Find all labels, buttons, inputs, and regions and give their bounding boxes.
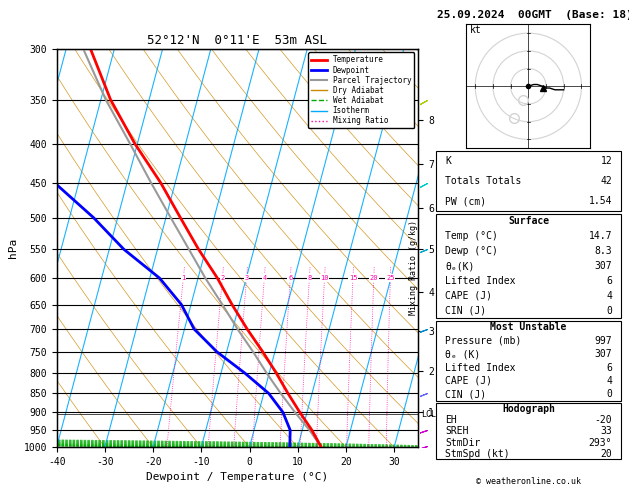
Text: 2: 2 — [220, 275, 225, 281]
Text: kt: kt — [470, 25, 482, 35]
Text: 33: 33 — [601, 426, 612, 436]
Text: © weatheronline.co.uk: © weatheronline.co.uk — [476, 477, 581, 486]
X-axis label: Dewpoint / Temperature (°C): Dewpoint / Temperature (°C) — [147, 472, 328, 483]
Text: Most Unstable: Most Unstable — [491, 322, 567, 332]
Text: 3: 3 — [245, 275, 248, 281]
Text: 307: 307 — [594, 261, 612, 271]
FancyBboxPatch shape — [436, 321, 621, 401]
Text: EH: EH — [445, 415, 457, 425]
Text: 20: 20 — [601, 449, 612, 459]
Text: 293°: 293° — [589, 437, 612, 448]
Text: Pressure (mb): Pressure (mb) — [445, 336, 521, 346]
Text: Mixing Ratio (g/kg): Mixing Ratio (g/kg) — [409, 220, 418, 315]
Legend: Temperature, Dewpoint, Parcel Trajectory, Dry Adiabat, Wet Adiabat, Isotherm, Mi: Temperature, Dewpoint, Parcel Trajectory… — [308, 52, 415, 128]
Text: 307: 307 — [594, 349, 612, 359]
Y-axis label: hPa: hPa — [8, 238, 18, 258]
Y-axis label: km
ASL: km ASL — [442, 237, 459, 259]
Text: Lifted Index: Lifted Index — [445, 276, 516, 286]
Text: 12: 12 — [601, 156, 612, 166]
Text: 6: 6 — [606, 276, 612, 286]
Text: SREH: SREH — [445, 426, 469, 436]
Text: StmDir: StmDir — [445, 437, 481, 448]
Text: 997: 997 — [594, 336, 612, 346]
Text: 0: 0 — [606, 389, 612, 399]
Text: CAPE (J): CAPE (J) — [445, 376, 492, 386]
Text: 10: 10 — [320, 275, 329, 281]
Text: 4: 4 — [262, 275, 267, 281]
Text: 25.09.2024  00GMT  (Base: 18): 25.09.2024 00GMT (Base: 18) — [437, 10, 629, 20]
Text: 4: 4 — [606, 291, 612, 301]
Text: Lifted Index: Lifted Index — [445, 363, 516, 373]
Text: 4: 4 — [606, 376, 612, 386]
Text: PW (cm): PW (cm) — [445, 196, 486, 206]
Text: 6: 6 — [288, 275, 292, 281]
Text: 1: 1 — [181, 275, 186, 281]
Text: 0: 0 — [606, 306, 612, 316]
Text: 1.54: 1.54 — [589, 196, 612, 206]
Text: 8: 8 — [307, 275, 311, 281]
FancyBboxPatch shape — [436, 151, 621, 211]
Text: CIN (J): CIN (J) — [445, 389, 486, 399]
Text: 6: 6 — [606, 363, 612, 373]
Text: 8.3: 8.3 — [594, 246, 612, 256]
Text: K: K — [445, 156, 451, 166]
Text: θₑ(K): θₑ(K) — [445, 261, 474, 271]
Text: 14.7: 14.7 — [589, 231, 612, 241]
Text: Dewp (°C): Dewp (°C) — [445, 246, 498, 256]
Text: Temp (°C): Temp (°C) — [445, 231, 498, 241]
FancyBboxPatch shape — [436, 214, 621, 318]
Text: CIN (J): CIN (J) — [445, 306, 486, 316]
Text: Totals Totals: Totals Totals — [445, 176, 521, 186]
Text: 20: 20 — [370, 275, 378, 281]
Title: 52°12'N  0°11'E  53m ASL: 52°12'N 0°11'E 53m ASL — [147, 35, 328, 48]
Text: StmSpd (kt): StmSpd (kt) — [445, 449, 509, 459]
Text: 25: 25 — [386, 275, 394, 281]
Text: -20: -20 — [594, 415, 612, 425]
Text: CAPE (J): CAPE (J) — [445, 291, 492, 301]
Text: 42: 42 — [601, 176, 612, 186]
Text: θₑ (K): θₑ (K) — [445, 349, 481, 359]
Text: Hodograph: Hodograph — [502, 404, 555, 414]
Text: LCL: LCL — [421, 410, 436, 418]
Text: Surface: Surface — [508, 216, 549, 226]
FancyBboxPatch shape — [436, 403, 621, 459]
Text: 15: 15 — [348, 275, 357, 281]
